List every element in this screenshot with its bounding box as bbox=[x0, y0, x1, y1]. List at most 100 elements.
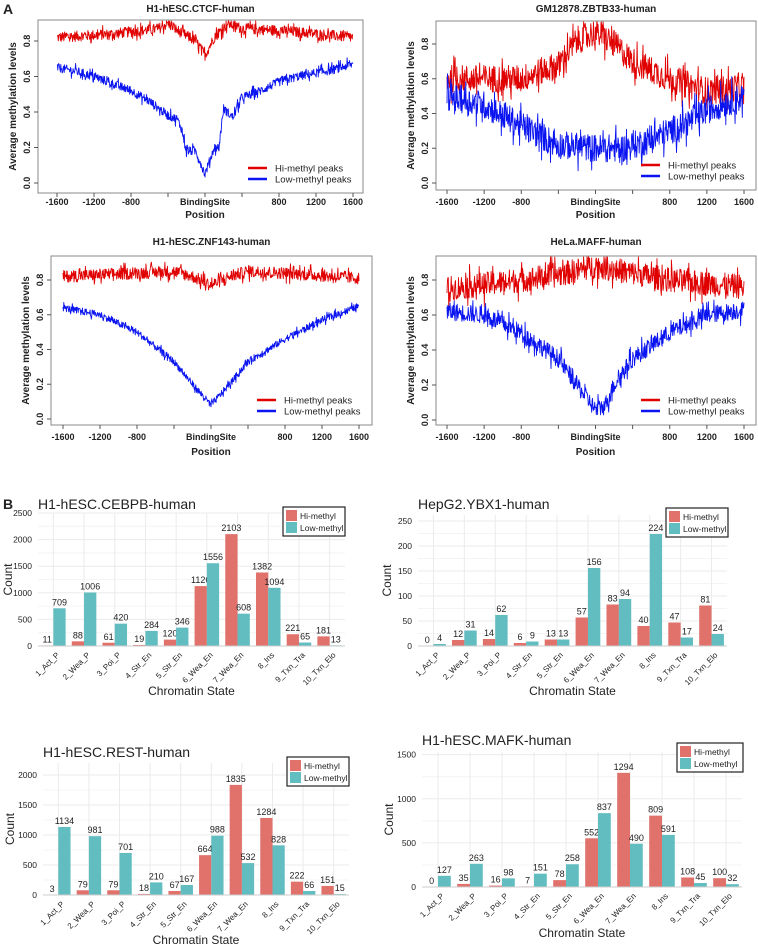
bar-hi-methyl bbox=[317, 636, 330, 646]
bar-value-label: 13 bbox=[331, 634, 341, 644]
x-tick-label: 1_Act_P bbox=[38, 900, 66, 928]
legend-swatch-low-methyl bbox=[680, 758, 691, 769]
y-axis-label: Count bbox=[382, 803, 396, 836]
y-axis-label: Count bbox=[3, 812, 17, 845]
bar-value-label: 1006 bbox=[80, 581, 100, 591]
bar-low-methyl bbox=[464, 630, 477, 646]
bar-value-label: 127 bbox=[437, 865, 452, 875]
bar-value-label: 98 bbox=[503, 867, 513, 877]
bar-value-label: 167 bbox=[179, 874, 194, 884]
bar-value-label: 12 bbox=[453, 629, 463, 639]
x-tick-label: 3_Poi_P bbox=[475, 651, 503, 679]
y-tick-label: 2000 bbox=[13, 535, 32, 545]
x-tick-label: 1600 bbox=[349, 432, 369, 442]
bar-value-label: 100 bbox=[712, 867, 727, 877]
bar-low-methyl bbox=[180, 884, 193, 895]
x-tick-label: BindingSite bbox=[571, 432, 621, 442]
bar-hi-methyl bbox=[637, 626, 650, 646]
y-tick-label: 0.4 bbox=[420, 344, 430, 357]
x-tick-label: 3_Poi_P bbox=[95, 651, 123, 679]
y-tick-label: 1000 bbox=[18, 830, 37, 840]
chart-title: H1-hESC.CEBPB-human bbox=[38, 496, 196, 512]
y-tick-label: 0 bbox=[407, 641, 412, 651]
bar-low-methyl bbox=[438, 875, 451, 887]
bar-low-methyl bbox=[298, 642, 312, 646]
bar-value-label: 13 bbox=[558, 629, 568, 639]
bar-hi-methyl bbox=[451, 640, 465, 646]
y-tick-label: 250 bbox=[398, 516, 412, 526]
bar-hi-methyl bbox=[681, 877, 694, 887]
x-tick-label: -1600 bbox=[51, 432, 74, 442]
bar-chart-1: H1-hESC.CEBPB-human 0 500 1000 1500 2000 2500 1… bbox=[1, 496, 346, 698]
bar-hi-methyl bbox=[553, 880, 566, 887]
y-tick-label: 0.4 bbox=[420, 107, 430, 120]
bar-value-label: 701 bbox=[118, 842, 133, 852]
chart-title: H1-hESC.ZNF143-human bbox=[153, 237, 271, 248]
y-axis-label: Count bbox=[380, 564, 394, 597]
bar-hi-methyl bbox=[199, 855, 212, 895]
bar-value-label: 0 bbox=[429, 876, 434, 886]
bar-value-label: 222 bbox=[289, 871, 304, 881]
x-tick-label: 1200 bbox=[312, 432, 332, 442]
x-tick-label: 1600 bbox=[343, 197, 363, 207]
bar-hi-methyl bbox=[255, 572, 269, 646]
bar-value-label: 4 bbox=[437, 633, 442, 643]
bar-value-label: 0 bbox=[425, 635, 430, 645]
bar-value-label: 1294 bbox=[614, 762, 634, 772]
y-tick-label: 0 bbox=[411, 882, 416, 892]
bar-value-label: 1556 bbox=[203, 552, 223, 562]
bar-value-label: 31 bbox=[466, 620, 476, 630]
x-tick-label: 6_Wea_En bbox=[181, 651, 215, 685]
bar-hi-methyl bbox=[290, 881, 304, 895]
bar-value-label: 284 bbox=[144, 620, 159, 630]
x-tick-label: 5_Str_En bbox=[154, 651, 184, 681]
bar-low-methyl bbox=[303, 891, 316, 895]
y-tick-label: 1000 bbox=[13, 588, 32, 598]
y-tick-label: 0.8 bbox=[35, 274, 45, 287]
bar-hi-methyl bbox=[168, 890, 181, 895]
bar-value-label: 532 bbox=[241, 852, 256, 862]
x-tick-label: 5_Str_En bbox=[544, 892, 574, 922]
bar-hi-methyl bbox=[163, 639, 177, 646]
legend-swatch-low-methyl bbox=[290, 772, 301, 783]
y-tick-label: 0.6 bbox=[420, 72, 430, 85]
bar-hi-methyl bbox=[102, 642, 115, 646]
x-axis-label: Position bbox=[576, 447, 615, 458]
y-tick-label: 0.8 bbox=[420, 38, 430, 51]
y-tick-label: 0.0 bbox=[420, 414, 430, 427]
x-tick-label: -1600 bbox=[435, 197, 458, 207]
x-tick-label: 7_Wea_En bbox=[211, 651, 245, 685]
x-tick-label: 2_Wea_P bbox=[441, 651, 472, 682]
x-tick-label: 8_Ins bbox=[637, 651, 657, 671]
legend-label: Low-methyl peaks bbox=[284, 407, 361, 418]
series-line-hi-methyl bbox=[446, 21, 745, 111]
bar-value-label: 14 bbox=[484, 628, 494, 638]
bar-low-methyl bbox=[630, 843, 643, 887]
x-tick-label: -800 bbox=[512, 197, 530, 207]
bar-hi-methyl bbox=[544, 639, 558, 646]
bar-value-label: 83 bbox=[608, 594, 618, 604]
bar-low-methyl bbox=[241, 863, 255, 895]
bar-low-methyl bbox=[272, 845, 285, 895]
bar-value-label: 181 bbox=[316, 625, 331, 635]
y-tick-label: 0.0 bbox=[22, 177, 32, 190]
line-chart-3: H1-hESC.ZNF143-human -1600 -1200 -800 Bindin… bbox=[21, 237, 373, 458]
bar-value-label: 1094 bbox=[264, 577, 284, 587]
y-tick-label: 0.6 bbox=[420, 309, 430, 322]
bar-low-methyl bbox=[534, 873, 547, 887]
bar-value-label: 156 bbox=[587, 557, 602, 567]
x-tick-label: 800 bbox=[662, 197, 677, 207]
x-tick-label: 3_Poi_P bbox=[482, 892, 510, 920]
bar-low-methyl bbox=[566, 864, 579, 887]
x-axis-label: Chromatin State bbox=[148, 684, 235, 698]
bar-value-label: 981 bbox=[88, 825, 103, 835]
panel-label-a: A bbox=[3, 1, 13, 17]
bar-low-methyl bbox=[557, 639, 570, 646]
x-tick-label: 7_Wea_En bbox=[216, 900, 250, 934]
bar-value-label: 1126 bbox=[191, 575, 210, 585]
bar-value-label: 66 bbox=[304, 880, 314, 890]
legend-swatch-hi-methyl bbox=[290, 760, 301, 771]
y-axis-label: Average methylation levels bbox=[406, 276, 417, 405]
bar-value-label: 9 bbox=[530, 631, 535, 641]
